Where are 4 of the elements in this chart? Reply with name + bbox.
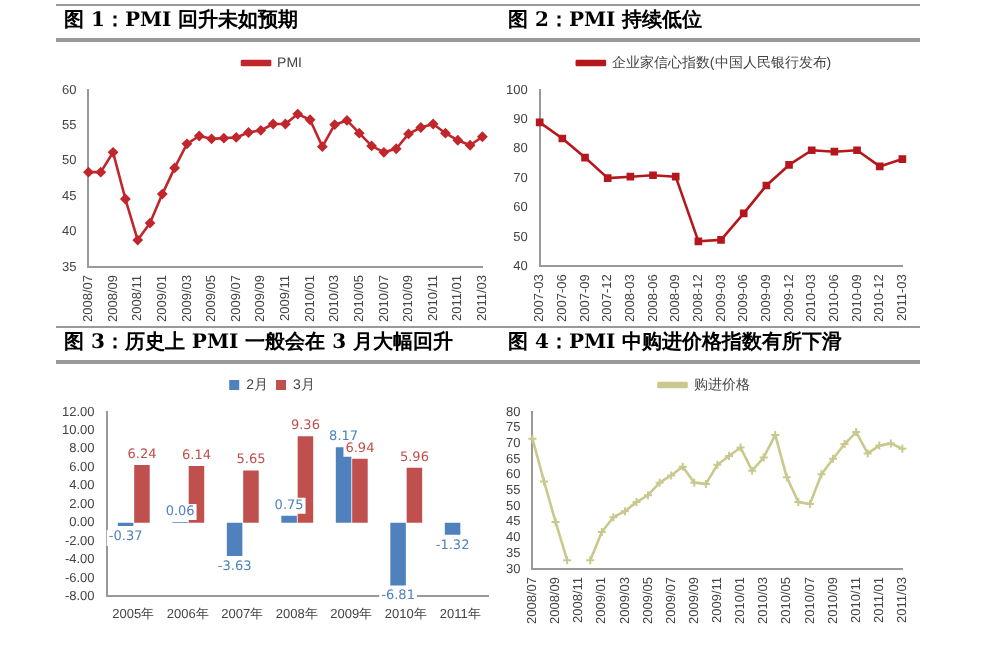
chart-title: 图 4：PMI 中购进价格指数有所下滑 [500,326,920,364]
chart-title: 图 3：历史上 PMI 一般会在 3 月大幅回升 [56,326,500,364]
chart-title: 图 2：PMI 持续低位 [500,4,920,42]
chart-title: 图 1：PMI 回升未如预期 [56,4,500,42]
